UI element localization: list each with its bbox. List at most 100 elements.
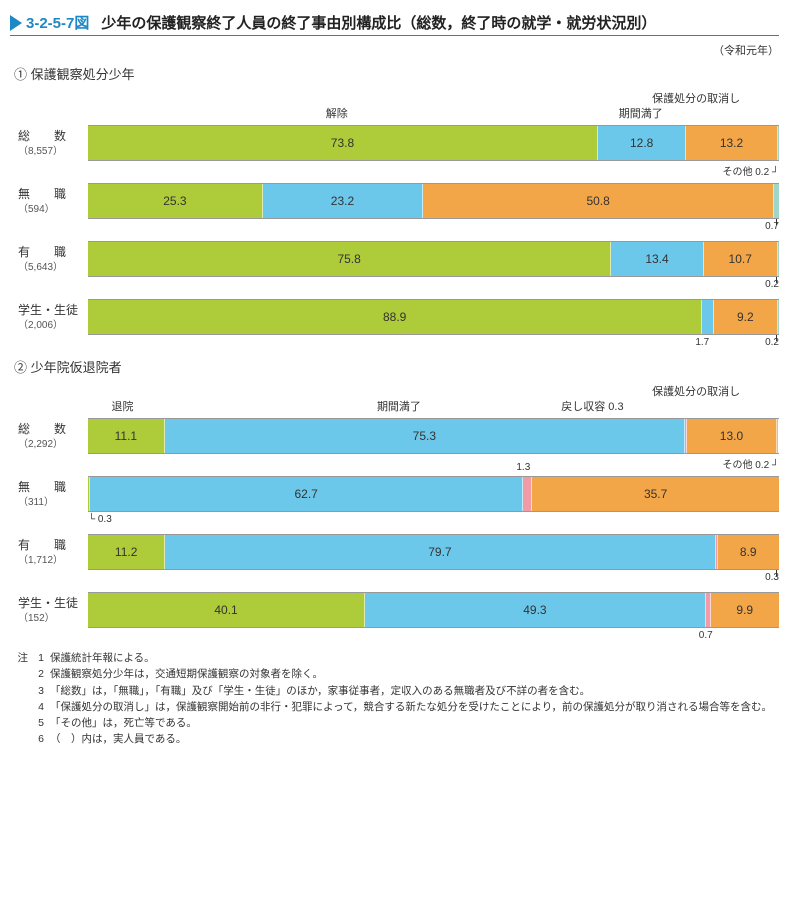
year-note: （令和元年） [10, 42, 779, 58]
callout-below-mid: 0.7 [699, 630, 713, 641]
bar-wrap: 40.149.39.90.7 [88, 592, 779, 628]
row-label: 無 職（594） [18, 183, 88, 216]
bar-segment: 9.9 [711, 593, 779, 627]
header-label: 期間満了 [619, 105, 663, 121]
stacked-bar: 62.7 35.7 [88, 476, 779, 512]
bar-segment: 11.1 [88, 419, 165, 453]
note-body: 「総数」は，「無職」，「有職」及び「学生・生徒」のほか，家事従事者，定収入のある… [50, 683, 779, 699]
figure-number: 3-2-5-7図 [26, 12, 89, 33]
section2-title: 少年院仮退院者 [31, 360, 122, 375]
note-number: 6 [34, 731, 50, 747]
note-number: 3 [34, 683, 50, 699]
note-head [10, 683, 34, 699]
bar-segment: 9.2 [714, 300, 778, 334]
bar-segment [774, 184, 779, 218]
row-label: 学生・生徒（152） [18, 592, 88, 625]
callout-below-mid: 1.7 [695, 337, 709, 348]
row-label: 総 数（2,292） [18, 418, 88, 451]
note-row: 2保護観察処分少年は，交通短期保護観察の対象者を除く。 [10, 666, 779, 682]
header-label: 退院 [112, 398, 134, 414]
row-label: 無 職（311） [18, 476, 88, 509]
section1-heading: ① 保護観察処分少年 [14, 64, 779, 83]
callout-below-left: └ 0.3 [88, 514, 112, 525]
bar-segment: 13.2 [686, 126, 777, 160]
note-head: 注 [10, 650, 34, 666]
note-number: 5 [34, 715, 50, 731]
bar-segment: 75.3 [165, 419, 685, 453]
bar-segment: 13.4 [611, 242, 704, 276]
note-row: 4「保護処分の取消し」は，保護観察開始前の非行・犯罪によって，競合する新たな処分… [10, 699, 779, 715]
bar-segment [777, 419, 778, 453]
bar-row: 有 職（1,712）11.279.78.90.3 [18, 534, 779, 570]
stacked-bar: 11.175.313.0 [88, 418, 779, 454]
bar-wrap: 11.175.313.0その他 0.2 ┘ [88, 418, 779, 454]
bar-row: 有 職（5,643）75.813.410.70.2 [18, 241, 779, 277]
bar-wrap: 62.735.71.3└ 0.3 [88, 476, 779, 512]
bar-segment: 10.7 [704, 242, 778, 276]
row-label: 総 数（8,557） [18, 125, 88, 158]
bar-segment [702, 300, 714, 334]
row-label: 有 職（1,712） [18, 534, 88, 567]
bar-segment [778, 300, 779, 334]
bar-segment: 35.7 [532, 477, 779, 511]
bar-wrap: 73.812.813.2その他 0.2 ┘ [88, 125, 779, 161]
bar-segment: 88.9 [88, 300, 702, 334]
header-label: 保護処分の取消し [652, 93, 740, 106]
bar-wrap: 25.323.250.80.7 [88, 183, 779, 219]
bar-row: 学生・生徒（152）40.149.39.90.7 [18, 592, 779, 628]
stacked-bar: 75.813.410.7 [88, 241, 779, 277]
stacked-bar: 11.279.78.9 [88, 534, 779, 570]
figure-title-bar: 3-2-5-7図 少年の保護観察終了人員の終了事由別構成比（総数，終了時の就学・… [10, 12, 779, 36]
bar-segment: 79.7 [165, 535, 715, 569]
note-number: 4 [34, 699, 50, 715]
bar-row: 無 職（594）25.323.250.80.7 [18, 183, 779, 219]
bar-wrap: 88.99.20.21.7 [88, 299, 779, 335]
figure-title: 少年の保護観察終了人員の終了事由別構成比（総数，終了時の就学・就労状況別） [101, 12, 656, 33]
callout-other: その他 0.2 ┘ [722, 163, 779, 178]
note-body: 保護観察処分少年は，交通短期保護観察の対象者を除く。 [50, 666, 779, 682]
bar-segment [778, 126, 779, 160]
note-number: 1 [34, 650, 50, 666]
bar-segment: 62.7 [90, 477, 523, 511]
note-head [10, 699, 34, 715]
note-body: （ ）内は，実人員である。 [50, 731, 779, 747]
section2-heading: ② 少年院仮退院者 [14, 357, 779, 376]
bar-segment: 25.3 [88, 184, 263, 218]
bar-segment [778, 242, 779, 276]
callout-above: 1.3 [516, 462, 530, 473]
note-number: 2 [34, 666, 50, 682]
callout-other: その他 0.2 ┘ [722, 456, 779, 471]
note-body: 「その他」は，死亡等である。 [50, 715, 779, 731]
note-body: 「保護処分の取消し」は，保護観察開始前の非行・犯罪によって，競合する新たな処分を… [50, 699, 779, 715]
section2-num: ② [14, 360, 27, 375]
bar-segment [523, 477, 532, 511]
section1-header-labels: 解除期間満了保護処分の取消し [88, 91, 779, 123]
bar-segment: 13.0 [687, 419, 777, 453]
bar-segment: 75.8 [88, 242, 611, 276]
bar-segment: 73.8 [88, 126, 598, 160]
section1-num: ① [14, 67, 27, 82]
stacked-bar: 40.149.39.9 [88, 592, 779, 628]
section1-title: 保護観察処分少年 [31, 67, 135, 82]
section2-header-labels: 退院期間満了戻し収容 0.3保護処分の取消し [88, 384, 779, 416]
bar-segment: 11.2 [88, 535, 165, 569]
note-head [10, 715, 34, 731]
stacked-bar: 88.9 9.2 [88, 299, 779, 335]
row-label: 有 職（5,643） [18, 241, 88, 274]
stacked-bar: 73.812.813.2 [88, 125, 779, 161]
bar-row: 総 数（8,557）73.812.813.2その他 0.2 ┘ [18, 125, 779, 161]
note-row: 3「総数」は，「無職」，「有職」及び「学生・生徒」のほか，家事従事者，定収入のあ… [10, 683, 779, 699]
row-label: 学生・生徒（2,006） [18, 299, 88, 332]
bar-segment: 49.3 [365, 593, 706, 627]
bar-row: 学生・生徒（2,006）88.99.20.21.7 [18, 299, 779, 335]
header-label: 保護処分の取消し [652, 386, 740, 399]
note-head [10, 666, 34, 682]
title-triangle-icon [10, 15, 22, 31]
bar-row: 無 職（311）62.735.71.3└ 0.3 [18, 476, 779, 512]
bar-segment: 12.8 [598, 126, 686, 160]
header-label: 戻し収容 0.3 [561, 398, 623, 414]
note-body: 保護統計年報による。 [50, 650, 779, 666]
notes-block: 注1保護統計年報による。2保護観察処分少年は，交通短期保護観察の対象者を除く。3… [10, 650, 779, 748]
note-row: 5「その他」は，死亡等である。 [10, 715, 779, 731]
bar-segment: 23.2 [263, 184, 423, 218]
